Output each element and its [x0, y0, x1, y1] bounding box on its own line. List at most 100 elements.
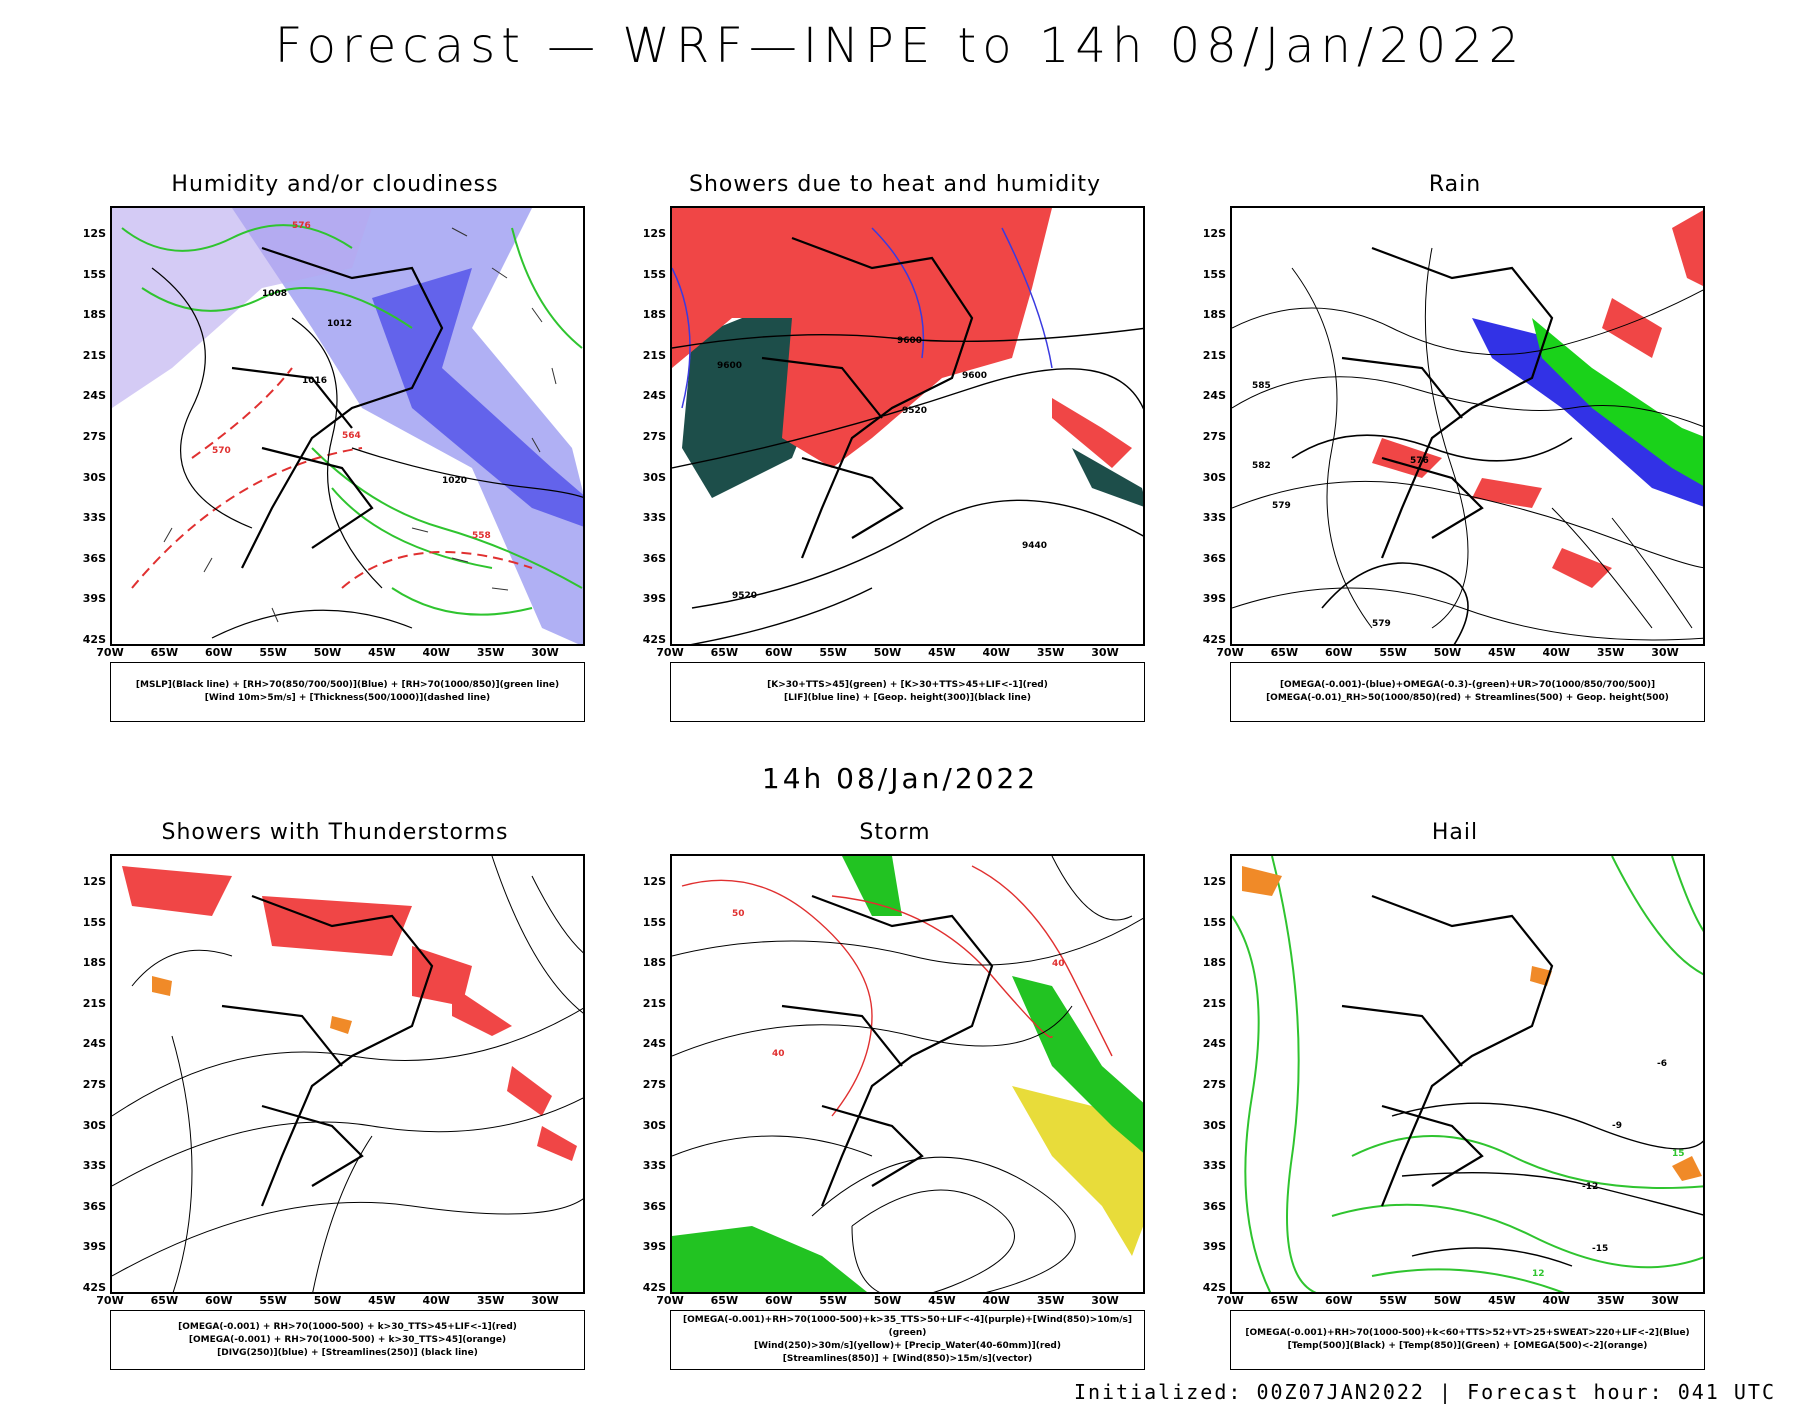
lat-tick-label: 24S	[82, 389, 106, 403]
lat-tick-label: 27S	[82, 430, 106, 443]
lon-tick-label: 45W	[1488, 646, 1516, 659]
legend-line: [OMEGA(-0.001)+RH>70(1000-500)+k>35_TTS>…	[683, 1315, 1132, 1338]
isobar-label: 1012	[327, 319, 352, 329]
panel-title: Storm	[859, 820, 931, 845]
lif-blue-lines	[672, 227, 1053, 409]
lon-tick-label: 60W	[765, 1294, 793, 1307]
lat-tick-label: 12S	[1202, 875, 1226, 888]
lat-tick-label: 39S	[82, 592, 106, 606]
lat-tick-label: 42S	[1202, 1281, 1226, 1294]
temp-label: 12	[1532, 1269, 1545, 1279]
lat-tick-label: 27S	[642, 430, 666, 443]
legend-line: [OMEGA(-0.001)+RH>70(1000-500)+k<60+TTS>…	[1245, 1328, 1690, 1338]
lon-tick-label: 30W	[1091, 646, 1119, 659]
lat-tick-label: 39S	[642, 1240, 666, 1254]
page-title: Forecast — WRF—INPE to 14h 08/Jan/2022	[274, 18, 1526, 74]
panel-legend: [OMEGA(-0.001) + RH>70(1000-500) + k>30_…	[110, 1310, 585, 1370]
geopotential-label: 585	[1252, 381, 1271, 391]
lat-tick-label: 27S	[1202, 1078, 1226, 1091]
legend-line: [Streamlines(850)] + [Wind(850)>15m/s](v…	[782, 1354, 1033, 1364]
green-wind-band	[1012, 976, 1143, 1153]
init-footer: Initialized: 00Z07JAN2022 | Forecast hou…	[1073, 1380, 1776, 1404]
legend-line: [Wind 10m>5m/s] + [Thickness(500/1000)](…	[204, 693, 491, 703]
lat-tick-label: 42S	[1202, 633, 1226, 646]
lon-tick-label: 35W	[1036, 1294, 1065, 1307]
lon-tick-label: 60W	[1325, 646, 1353, 659]
lon-tick-label: 30W	[531, 1294, 559, 1307]
geopotential-label: 9600	[962, 371, 987, 381]
lon-tick-label: 60W	[1325, 1294, 1353, 1307]
map-showers-heat: 9600 9600 9600 9520 9520 9440	[670, 206, 1145, 646]
map-rain-svg: 579 576 579 582 585	[1232, 210, 1703, 644]
lon-tick-label: 65W	[710, 1294, 739, 1307]
lat-tick-label: 42S	[82, 1281, 106, 1294]
lat-tick-label: 30S	[1202, 1118, 1226, 1132]
legend-line: [DIVG(250)](blue) + [Streamlines(250)] (…	[217, 1347, 478, 1358]
precip-label: 40	[772, 1049, 785, 1059]
lat-tick-label: 15S	[642, 267, 666, 281]
country-borders	[1341, 246, 1554, 559]
lat-tick-label: 30S	[82, 470, 106, 484]
map-rain: 579 576 579 582 585	[1230, 206, 1705, 646]
lon-tick-label: 40W	[982, 646, 1010, 659]
geopotential-label: 9440	[1022, 541, 1047, 551]
lat-tick-label: 36S	[82, 1199, 106, 1213]
legend-line: [OMEGA(-0.001) + RH>70(1000-500) + k>30_…	[188, 1334, 507, 1345]
panel-legend: [MSLP](Black line) + [RH>70(850/700/500)…	[110, 662, 585, 722]
lat-tick-label: 36S	[642, 1199, 666, 1213]
geopotential-label: 9600	[717, 361, 742, 371]
map-humidity-svg: 1008 1012 1016 1020 576 570 564 558	[112, 208, 583, 644]
lon-tick-label: 35W	[476, 646, 505, 659]
precip-label: 40	[1052, 959, 1065, 969]
lon-tick-label: 45W	[368, 1294, 396, 1307]
legend-line: [MSLP](Black line) + [RH>70(850/700/500)…	[135, 680, 560, 690]
geopotential-label: 576	[1410, 456, 1429, 466]
geopotential-label: 9600	[897, 336, 922, 346]
lon-tick-label: 40W	[982, 1294, 1010, 1307]
legend-line: [OMEGA(-0.01)_RH>50(1000/850)(red) + Str…	[1266, 693, 1669, 703]
lon-tick-label: 70W	[1216, 646, 1244, 659]
country-borders	[1341, 894, 1554, 1207]
lon-tick-label: 40W	[1542, 1294, 1570, 1307]
legend-line: [Temp(500)](Black) + [Temp(850)](Green) …	[1287, 1341, 1648, 1351]
map-hail: -9 -12 -15 15 12 -6	[1230, 854, 1705, 1294]
lat-tick-label: 21S	[1202, 348, 1226, 362]
lon-tick-label: 55W	[1379, 1294, 1407, 1307]
lat-tick-label: 24S	[642, 389, 666, 403]
lat-tick-label: 33S	[1202, 1159, 1226, 1173]
mslp-lines	[151, 267, 583, 639]
temp-label: -12	[1582, 1182, 1598, 1192]
lat-tick-label: 21S	[82, 996, 106, 1010]
lat-tick-label: 12S	[642, 227, 666, 240]
lon-tick-label: 55W	[1379, 646, 1407, 659]
lon-tick-label: 50W	[873, 1294, 902, 1307]
map-thunderstorms-svg	[112, 856, 583, 1292]
geopotential-label: 9520	[902, 406, 927, 416]
country-borders	[221, 894, 434, 1207]
lat-tick-label: 18S	[82, 956, 106, 970]
isobar-label: 1020	[442, 476, 467, 486]
lat-tick-label: 42S	[82, 633, 106, 646]
temp850-green-lines	[1232, 856, 1703, 1292]
panel-title: Humidity and/or cloudiness	[171, 172, 499, 197]
green-wind-sw	[672, 1226, 867, 1292]
panel-storm: Storm 40 40 50 [OMEGA(-0.0	[615, 820, 1175, 1380]
lat-tick-label: 18S	[1202, 308, 1226, 322]
lat-tick-label: 30S	[1202, 470, 1226, 484]
thickness-label: 576	[292, 221, 311, 231]
panel-legend: [K>30+TTS>45](green) + [K>30+TTS>45+LIF<…	[670, 662, 1145, 722]
legend-line: [K>30+TTS>45](green) + [K>30+TTS>45+LIF<…	[767, 680, 1048, 690]
blue-rh-area	[232, 208, 583, 644]
panel-humidity: Humidity and/or cloudiness	[55, 172, 615, 732]
temp-label: -9	[1612, 1121, 1622, 1131]
blue-rh-core	[372, 268, 583, 527]
lon-tick-label: 45W	[928, 1294, 956, 1307]
green-wind-north	[842, 856, 902, 916]
panel-title: Rain	[1428, 172, 1482, 197]
lat-tick-label: 21S	[642, 348, 666, 362]
lon-tick-label: 65W	[710, 646, 739, 659]
geopotential-label: 9520	[732, 591, 757, 601]
lat-tick-label: 15S	[82, 915, 106, 929]
country-borders	[781, 894, 994, 1207]
geopotential-contours	[1291, 434, 1573, 644]
